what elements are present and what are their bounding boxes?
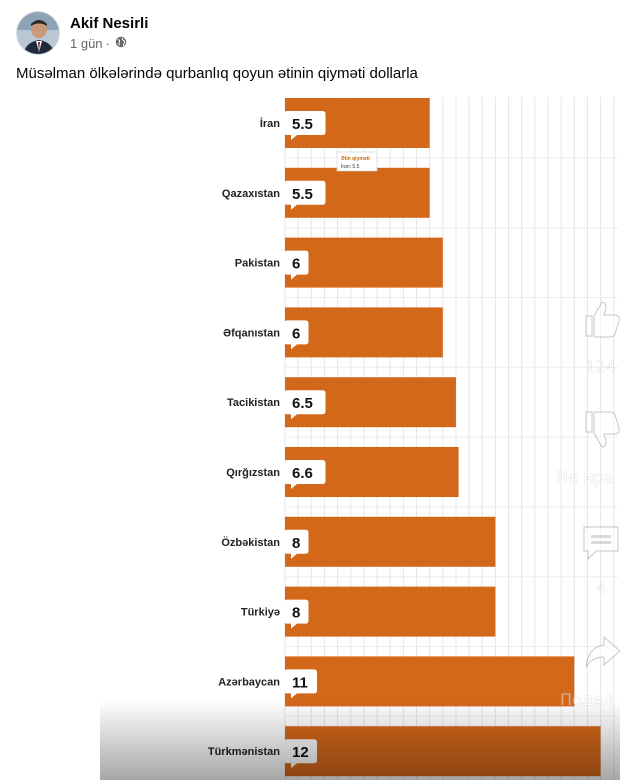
video-actions: 124 Не нра 4 Подел <box>556 301 620 709</box>
value-label: 8 <box>292 605 300 622</box>
value-label: 8 <box>292 535 300 552</box>
category-label: Pakistan <box>235 258 281 270</box>
author-name[interactable]: Akif Nesirli <box>70 15 149 32</box>
value-label: 5.5 <box>292 186 313 203</box>
category-label: Azərbaycan <box>218 676 280 688</box>
tooltip-box <box>336 151 378 172</box>
value-label: 6.5 <box>292 395 313 412</box>
post-header: Akif Nesirli 1 gün · <box>16 10 148 56</box>
value-bubble <box>284 320 309 350</box>
share-label: Подел <box>560 690 613 709</box>
post-time[interactable]: 1 gün <box>70 36 103 51</box>
bar[interactable] <box>285 307 443 358</box>
globe-icon <box>115 36 127 51</box>
category-label: Qazaxıstan <box>222 188 280 200</box>
author-block: Akif Nesirli 1 gün · <box>70 15 148 51</box>
avatar[interactable] <box>16 11 60 55</box>
thumbs-up-icon[interactable] <box>585 301 620 338</box>
like-count: 124 <box>585 357 616 376</box>
value-bubble <box>284 599 309 629</box>
meta-separator: · <box>105 36 110 51</box>
value-label: 5.5 <box>292 116 313 133</box>
post-meta: 1 gün · <box>70 36 148 51</box>
category-label: İran <box>260 117 280 130</box>
value-bubble <box>284 390 326 420</box>
value-label: 11 <box>292 674 308 691</box>
value-label: 6.6 <box>292 465 313 482</box>
value-label: 6 <box>292 256 300 273</box>
category-label: Türkiyə <box>241 607 280 619</box>
dislike-label: Не нра <box>556 468 613 487</box>
bar[interactable] <box>285 656 575 707</box>
category-label: Əfqanıstan <box>223 327 280 339</box>
bar[interactable] <box>285 237 443 288</box>
bar-chart: İran 5.5 Qazaxıstan 5.5 Pakistan 6 Əfqanıstan 6… <box>100 97 620 780</box>
comment-count: 4 <box>596 578 606 597</box>
chart-tooltip: Ətin qiyməti İran: 5.5 <box>336 151 378 172</box>
value-bubble <box>284 529 309 559</box>
video-shade <box>100 700 620 780</box>
category-label: Özbəkistan <box>221 536 280 549</box>
bar[interactable] <box>285 516 496 567</box>
chart-image[interactable]: İran 5.5 Qazaxıstan 5.5 Pakistan 6 Əfqanıstan 6… <box>0 97 620 780</box>
post-text: Müsəlman ölkələrində qurbanlıq qoyun əti… <box>16 65 418 82</box>
value-bubble <box>284 250 309 280</box>
thumbs-down-icon[interactable] <box>585 411 620 448</box>
comment-icon[interactable] <box>583 526 619 561</box>
category-label: Tacikistan <box>227 397 280 409</box>
bar[interactable] <box>285 586 496 637</box>
category-label: Qırğızstan <box>226 467 280 479</box>
value-bubble <box>284 111 326 140</box>
value-label: 6 <box>292 325 300 342</box>
value-bubble <box>284 460 326 489</box>
value-bubble <box>284 180 326 210</box>
share-icon[interactable] <box>585 635 620 668</box>
tooltip-title: Ətin qiyməti <box>341 156 370 162</box>
tooltip-body: İran: 5.5 <box>341 163 360 170</box>
value-bubble <box>284 669 317 699</box>
